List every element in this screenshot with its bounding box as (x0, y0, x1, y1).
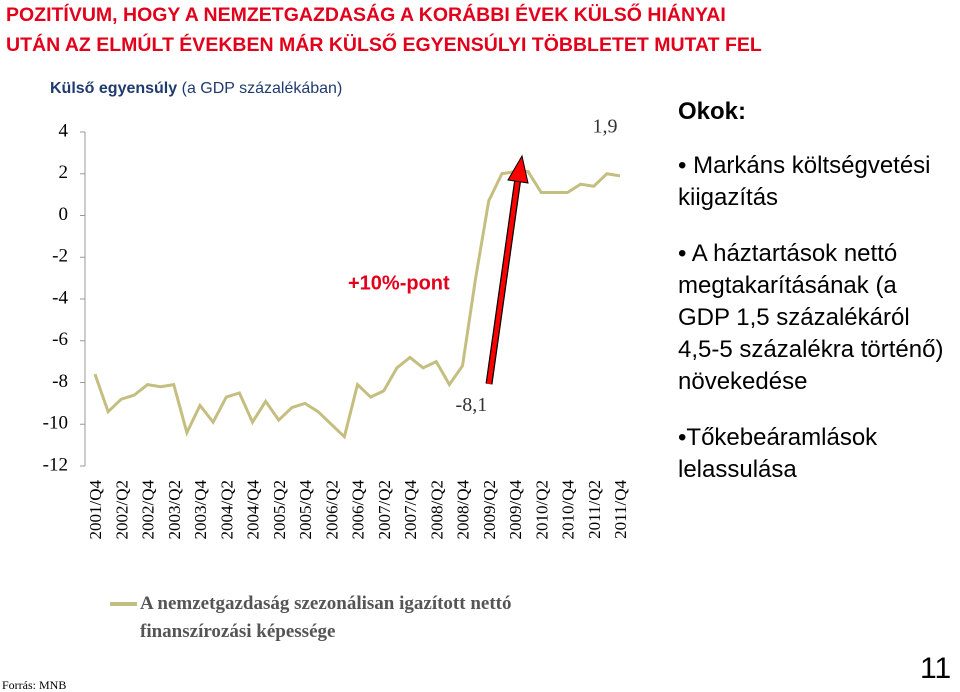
x-tick-label: 2009/Q4 (506, 480, 525, 540)
slide-title: UTÁN AZ ELMÚLT ÉVEKBEN MÁR KÜLSŐ EGYENSÚ… (6, 34, 762, 56)
reasons-heading: Okok: (678, 98, 747, 125)
data-label: -8,1 (456, 394, 488, 416)
slide-title: POZITÍVUM, HOGY A NEMZETGAZDASÁG A KORÁB… (6, 4, 726, 26)
bullet-text: Markáns költségvetési kiigazítás (678, 152, 931, 211)
x-tick-label: 2001/Q4 (86, 480, 105, 540)
data-label: 1,9 (593, 115, 618, 137)
x-tick-label: 2003/Q4 (191, 480, 210, 540)
x-tick-label: 2004/Q2 (217, 480, 236, 540)
x-tick-label: 2006/Q2 (322, 480, 341, 540)
y-tick-label: -2 (52, 246, 68, 267)
y-tick-label: 2 (59, 162, 69, 183)
bullet: •Tőkebeáramlások lelassulása (678, 424, 878, 483)
x-tick-label: 2004/Q4 (244, 480, 263, 540)
bullet-text: Tőkebeáramlások lelassulása (678, 424, 878, 483)
y-tick-label: -12 (43, 454, 68, 475)
x-tick-label: 2011/Q4 (611, 480, 630, 539)
x-tick-label: 2002/Q4 (139, 480, 158, 540)
x-tick-label: 2007/Q2 (375, 480, 394, 540)
y-tick-label: -10 (43, 413, 68, 434)
bullet-text: A háztartások nettó megtakarításának (a … (678, 240, 944, 395)
x-tick-label: 2007/Q4 (401, 480, 420, 540)
annotation: +10%-pont (348, 272, 450, 294)
subtitle-bold: Külső egyensúly (50, 80, 178, 97)
reasons: Okok: • Markáns költségvetési kiigazítás… (678, 96, 953, 510)
x-tick-label: 2010/Q4 (559, 480, 578, 540)
arrow (485, 154, 529, 385)
x-tick-label: 2005/Q4 (296, 480, 315, 540)
bullet: • Markáns költségvetési kiigazítás (678, 152, 931, 211)
y-tick-label: -8 (52, 371, 68, 392)
subtitle-rest: (a GDP százalékában) (181, 80, 343, 97)
y-tick-label: 0 (59, 204, 69, 225)
y-tick-label: -4 (52, 287, 68, 308)
x-tick-label: 2011/Q2 (585, 480, 604, 539)
x-tick-label: 2002/Q2 (112, 480, 131, 540)
x-tick-label: 2008/Q2 (427, 480, 446, 540)
legend-label: A nemzetgazdaság szezonálisan igazított … (140, 593, 512, 642)
x-tick-label: 2009/Q2 (480, 480, 499, 540)
source: Forrás: MNB (2, 678, 67, 692)
x-tick-label: 2010/Q2 (532, 480, 551, 540)
chart-subtitle: Külső egyensúly (a GDP százalékában) (50, 80, 342, 98)
x-tick-label: 2008/Q4 (454, 480, 473, 540)
x-tick-label: 2003/Q2 (165, 480, 184, 540)
y-tick-label: -6 (52, 329, 68, 350)
x-tick-label: 2005/Q2 (270, 480, 289, 540)
y-tick-label: 4 (59, 120, 69, 141)
x-tick-label: 2006/Q4 (349, 480, 368, 540)
bullet: • A háztartások nettó megtakarításának (… (678, 240, 944, 395)
data-line (93, 170, 621, 440)
page-number: 11 (920, 652, 952, 685)
